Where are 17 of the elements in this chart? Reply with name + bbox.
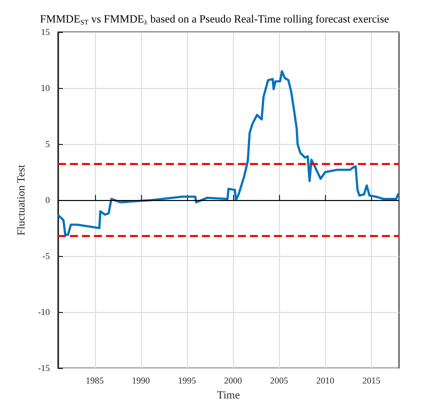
y-axis-title: Fluctuation Test bbox=[16, 164, 28, 236]
x-tick-label: 1995 bbox=[178, 376, 196, 386]
y-tick-label: 5 bbox=[45, 139, 50, 150]
y-tick-label: -5 bbox=[42, 251, 50, 262]
line-series bbox=[58, 70, 400, 236]
x-tick-label: 2010 bbox=[316, 376, 335, 386]
x-tick-label: 2005 bbox=[270, 376, 289, 386]
y-tick-label: 15 bbox=[40, 27, 50, 37]
x-tick-label: 2000 bbox=[224, 376, 243, 386]
y-tick-label: -15 bbox=[38, 363, 50, 374]
x-tick-label: 2015 bbox=[362, 376, 381, 386]
y-tick-label: 0 bbox=[45, 195, 50, 206]
x-axis-title: Time bbox=[217, 390, 240, 402]
y-tick-label: 10 bbox=[40, 83, 50, 94]
y-tick-label: -10 bbox=[38, 307, 50, 318]
x-tick-label: 1990 bbox=[132, 376, 150, 386]
x-tick-label: 1985 bbox=[86, 376, 104, 386]
